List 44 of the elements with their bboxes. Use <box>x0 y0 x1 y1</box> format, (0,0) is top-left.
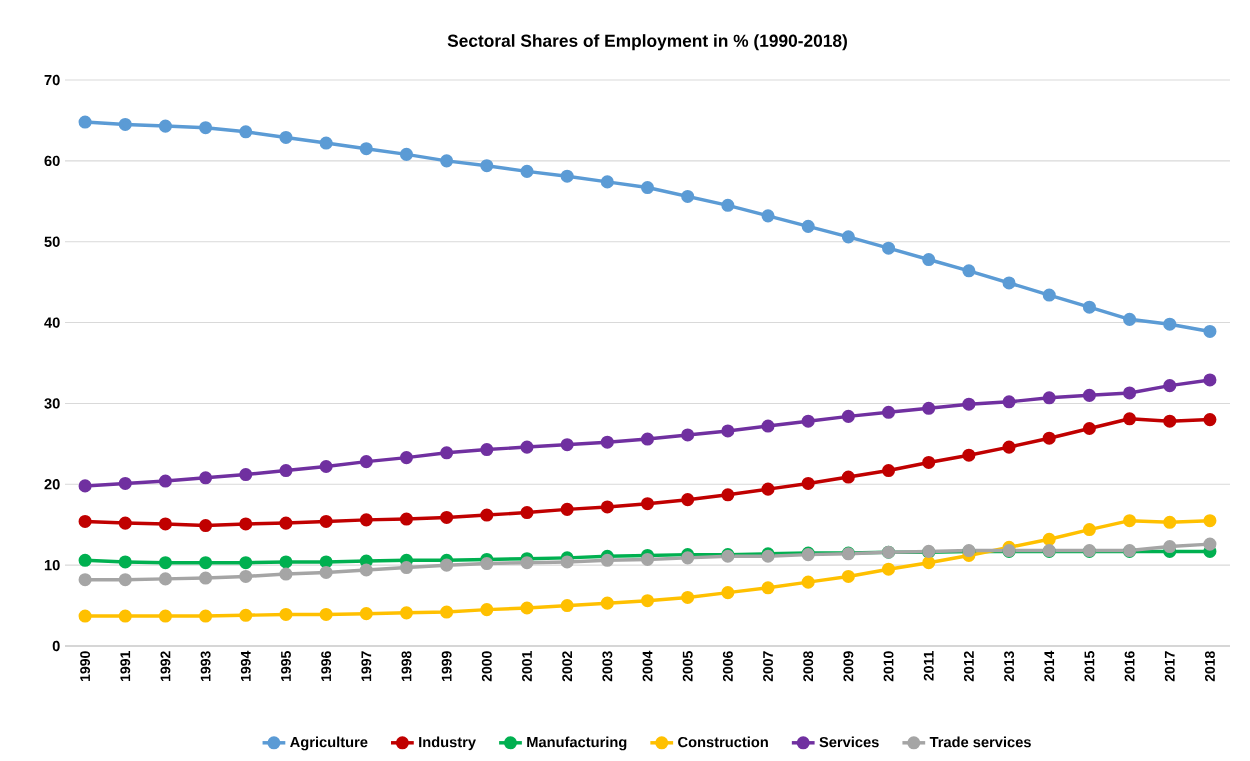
x-tick-label: 1990 <box>80 651 91 681</box>
y-tick-label: 10 <box>44 559 60 571</box>
x-tick-label: 1998 <box>401 651 412 681</box>
x-tick-label: 2004 <box>642 650 653 682</box>
y-tick-label: 40 <box>44 317 60 328</box>
x-tick-label: 1993 <box>200 651 211 681</box>
x-tick-label: 2016 <box>1124 651 1135 682</box>
legend-label: Industry <box>419 736 476 751</box>
y-tick-label: 60 <box>44 155 60 167</box>
x-tick-label: 1995 <box>281 651 291 681</box>
legend-label: Services <box>819 736 879 748</box>
x-tick-label: 2005 <box>682 651 693 682</box>
x-tick-label: 2013 <box>1004 651 1015 682</box>
legend-label: Agriculture <box>290 736 368 751</box>
x-tick-label: 2012 <box>963 651 974 682</box>
x-tick-label: 2006 <box>722 651 733 682</box>
y-tick-label: 50 <box>44 236 60 247</box>
x-tick-label: 2008 <box>803 651 814 682</box>
y-tick-label: 70 <box>44 74 60 86</box>
x-tick-label: 2003 <box>602 651 613 682</box>
x-tick-label: 2011 <box>923 651 934 681</box>
x-tick-label: 2015 <box>1084 651 1095 682</box>
x-tick-label: 1997 <box>361 651 372 681</box>
x-tick-label: 1999 <box>441 651 452 681</box>
y-tick-label: 0 <box>52 640 60 652</box>
x-tick-label: 1994 <box>240 650 251 681</box>
legend-label: Manufacturing <box>527 736 627 751</box>
x-tick-label: 2007 <box>763 651 773 682</box>
legend-label: Construction <box>678 736 768 748</box>
chart-title: Sectoral Shares of Employment in % (1990-2018) <box>447 34 847 51</box>
x-tick-label: 2017 <box>1164 651 1175 682</box>
x-tick-label: 2000 <box>481 651 492 682</box>
y-tick-label: 20 <box>44 479 60 490</box>
x-tick-label: 2014 <box>1044 650 1055 682</box>
x-tick-label: 2001 <box>522 651 532 682</box>
legend-label: Trade services <box>929 736 1031 748</box>
x-tick-label: 1991 <box>120 651 131 681</box>
x-tick-label: 1992 <box>160 651 171 681</box>
y-tick-label: 30 <box>44 398 60 409</box>
x-tick-label: 2002 <box>562 651 573 682</box>
x-tick-label: 2009 <box>843 651 854 682</box>
x-tick-label: 2018 <box>1204 651 1215 682</box>
x-tick-label: 1996 <box>321 651 332 681</box>
x-tick-label: 2010 <box>883 651 894 682</box>
